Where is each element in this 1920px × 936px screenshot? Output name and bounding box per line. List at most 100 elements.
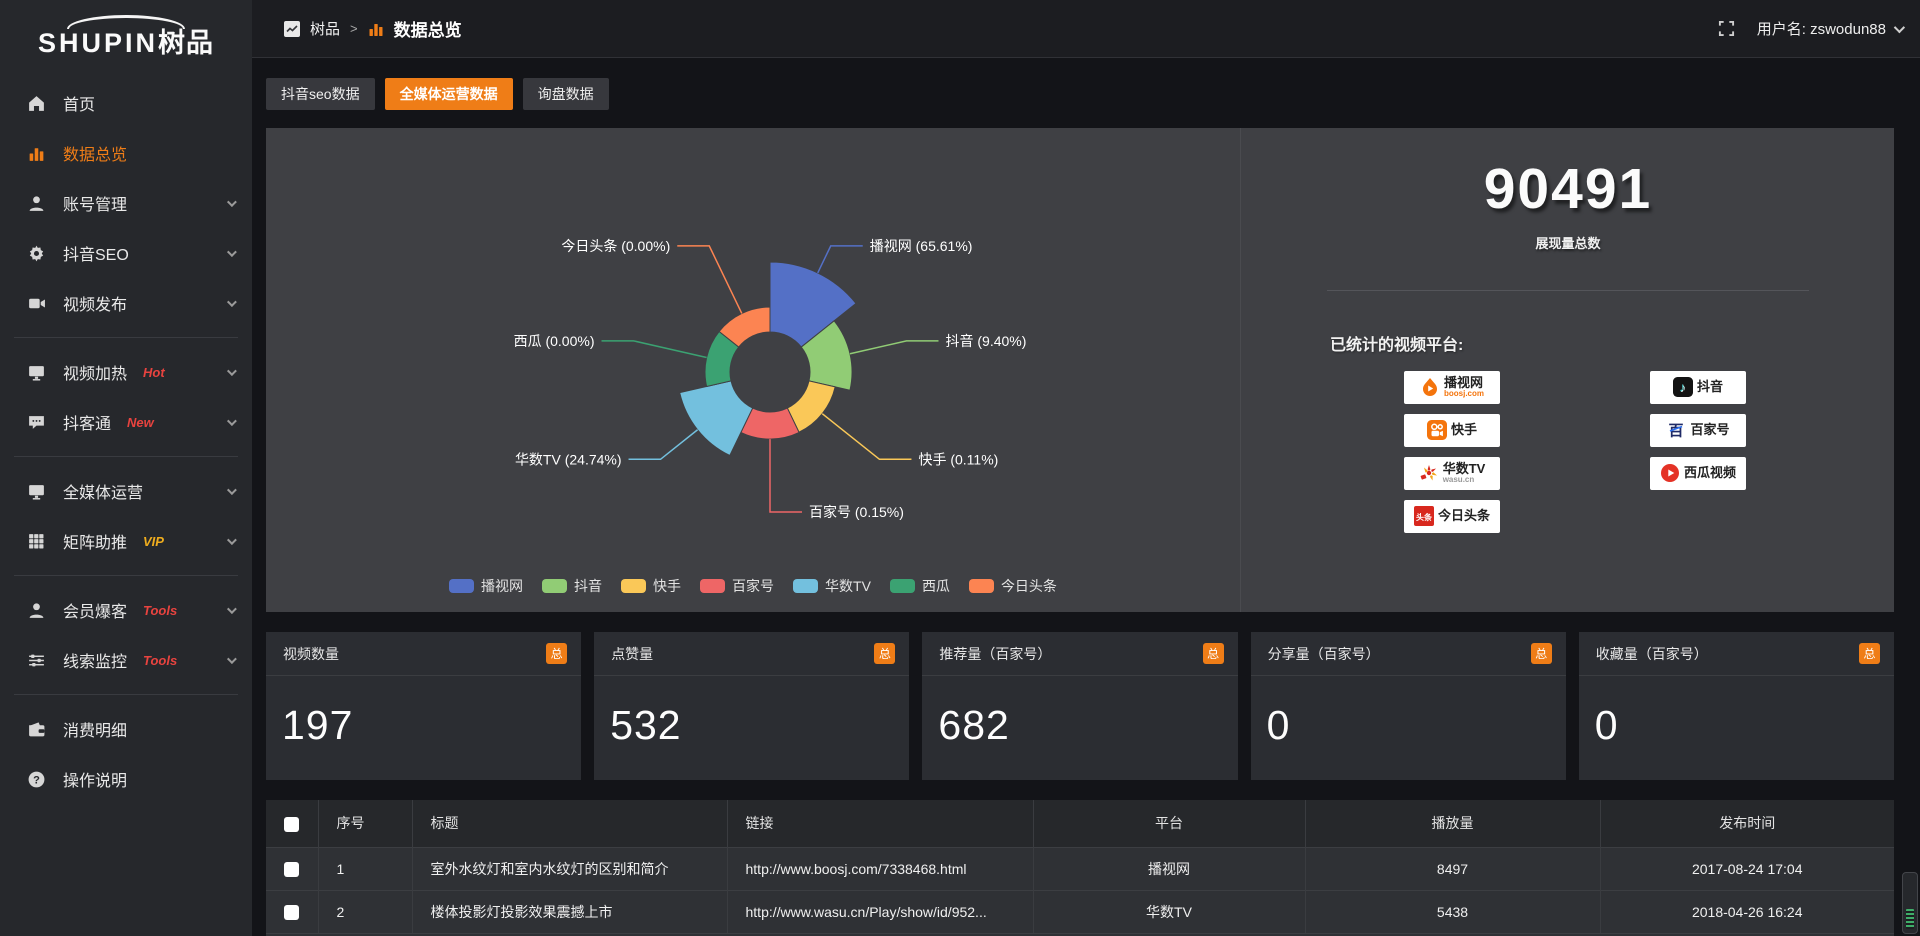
pie-slice-2[interactable] [800, 320, 853, 391]
chevron-down-icon [226, 413, 237, 431]
shupin-icon [284, 20, 300, 37]
sidebar-item-video-publish[interactable]: 视频发布 [0, 278, 252, 328]
table-row-2: 2 楼体投影灯投影效果震撼上市 http://www.wasu.cn/Play/sh… [266, 889, 1894, 933]
table-header: 序号 标题 链接 平台 播放量 发布时间 [266, 800, 1894, 847]
legend-swatch [700, 579, 726, 593]
logo-text-en: SHUPIN [37, 28, 158, 58]
help-icon: ? [27, 770, 46, 789]
cell-platform: 播视网 [1033, 846, 1306, 890]
row-checkbox[interactable] [284, 905, 300, 921]
cell-no: 2 [318, 889, 413, 933]
sidebar-item-consume-detail[interactable]: 消费明细 [0, 704, 252, 754]
row-checkbox[interactable] [284, 861, 300, 877]
select-all-checkbox[interactable] [284, 816, 300, 832]
legend-swatch [449, 579, 475, 593]
sidebar-item-matrix-boost[interactable]: 矩阵助推 VIP [0, 516, 252, 566]
sidebar-item-help[interactable]: ? 操作说明 [0, 754, 252, 804]
sidebar-item-label: 首页 [63, 97, 96, 114]
kuaishou-logo-icon [1426, 420, 1447, 441]
monitor-icon [27, 482, 46, 501]
pie-slice-1[interactable] [769, 261, 857, 348]
rose-pie-chart[interactable]: 播视网 (65.61%) 抖音 (9.40%) 快手 (0.11%) 百家号 (0.1… [266, 128, 1241, 612]
platform-name: 今日头条 [1437, 508, 1490, 524]
sidebar-item-badge: Tools [143, 652, 178, 668]
cell-plays: 8497 [1305, 846, 1601, 890]
tab-omni-media-data[interactable]: 全媒体运营数据 [384, 78, 513, 110]
column-header-1: 序号 [318, 800, 413, 847]
sidebar-item-omni-media[interactable]: 全媒体运营 [0, 466, 252, 516]
pie-label: 快手 (0.11%) [918, 451, 998, 467]
total-badge[interactable]: 总 [1202, 643, 1224, 664]
stat-card-like-count: 点赞量 总 532 [594, 632, 910, 780]
legend-swatch [793, 579, 819, 593]
legend-item-5[interactable]: 华数TV [793, 576, 871, 596]
cell-title[interactable]: 楼体投影灯投影效果震撼上市 [412, 889, 728, 933]
wallet-icon [27, 720, 46, 739]
platform-name: 快手 [1450, 422, 1477, 438]
svg-text:♪: ♪ [1680, 380, 1687, 395]
stat-card-title: 推荐量（百家号） [939, 645, 1052, 662]
sidebar-item-label: 视频加热 [63, 366, 128, 383]
legend-item-6[interactable]: 西瓜 [889, 576, 950, 596]
sidebar-item-douyin-seo[interactable]: 抖音SEO [0, 228, 252, 278]
platform-badge-xigua: 西瓜视频 [1650, 456, 1746, 490]
chart-legend: 播视网 抖音 快手 百家号 华数TV 西瓜 今日头条 [266, 576, 1240, 596]
chevron-down-icon [226, 601, 237, 619]
legend-item-1[interactable]: 播视网 [449, 576, 523, 596]
cell-link[interactable]: http://www.wasu.cn/Play/show/id/952... [727, 889, 1034, 933]
sidebar-item-badge: New [127, 414, 154, 430]
boosj-logo-icon [1420, 377, 1440, 397]
platform-badge-toutiao: 头条 今日头条 [1404, 499, 1500, 533]
legend-item-3[interactable]: 快手 [621, 576, 681, 596]
legend-item-4[interactable]: 百家号 [700, 576, 774, 596]
sidebar-item-member-baoke[interactable]: 会员爆客 Tools [0, 585, 252, 635]
breadcrumb-item-data-overview[interactable]: 数据总览 [393, 21, 462, 40]
platform-subtext: wasu.cn [1442, 475, 1475, 484]
logo-text: SHUPIN树品 [38, 30, 214, 57]
chat-icon [27, 413, 46, 432]
legend-item-2[interactable]: 抖音 [542, 576, 602, 596]
tab-inquiry-data[interactable]: 询盘数据 [522, 78, 609, 110]
sidebar-item-video-heat[interactable]: 视频加热 Hot [0, 347, 252, 397]
total-badge[interactable]: 总 [1859, 643, 1880, 664]
column-header-5: 播放量 [1305, 800, 1601, 847]
total-badge[interactable]: 总 [874, 643, 896, 664]
platform-badge-boosj: 播视网 boosj.com [1404, 370, 1500, 404]
platform-name: 播视网 [1443, 375, 1483, 391]
pie-slice-7[interactable] [718, 306, 771, 348]
legend-item-7[interactable]: 今日头条 [968, 576, 1057, 596]
fullscreen-icon[interactable] [1718, 20, 1735, 37]
baijiahao-logo-icon: 百 [1666, 420, 1686, 440]
sidebar-item-home[interactable]: 首页 [0, 78, 252, 128]
column-header-6: 发布时间 [1600, 800, 1894, 847]
pie-slice-5[interactable] [679, 380, 754, 457]
cell-title[interactable]: 室外水纹灯和室内水纹灯的区别和简介 [412, 846, 728, 890]
brand-logo: SHUPIN树品 [0, 0, 252, 64]
cell-time: 2018-04-26 16:24 [1600, 889, 1894, 933]
stat-cards-row: 视频数量总 197 点赞量总 532 推荐量（百家号）总 682 分享量（百家号）总 0 收藏量… [266, 632, 1894, 780]
logo-text-cn: 树品 [158, 28, 214, 58]
stat-card-value: 532 [610, 702, 682, 748]
username-text: 用户名: zswodun88 [1756, 21, 1886, 38]
sidebar-item-account-manage[interactable]: 账号管理 [0, 178, 252, 228]
legend-label: 快手 [653, 578, 682, 594]
scroll-widget[interactable] [1902, 872, 1918, 934]
platform-badge-column-2: ♪ ♪ 抖音百百家号 西瓜视频 [1650, 370, 1746, 533]
sidebar-item-data-overview[interactable]: 数据总览 [0, 128, 252, 178]
sidebar-item-doketong[interactable]: 抖客通 New [0, 397, 252, 447]
user-menu[interactable]: 用户名: zswodun88 [1756, 18, 1906, 39]
divider [1327, 289, 1809, 291]
pie-label: 华数TV (24.74%) [515, 451, 622, 467]
sidebar-menu: 首页数据总览 账号管理 抖音SEO 视频发布视频加热 Hot 抖客通 New 全媒体运营 矩阵助… [0, 78, 252, 804]
total-badge[interactable]: 总 [546, 643, 568, 664]
cell-link[interactable]: http://www.boosj.com/7338468.html [727, 846, 1034, 890]
legend-swatch [542, 579, 568, 593]
chart-bars-icon [27, 144, 46, 163]
total-badge[interactable]: 总 [1530, 643, 1552, 664]
sidebar-item-clue-monitor[interactable]: 线索监控 Tools [0, 635, 252, 685]
videos-table: 序号 标题 链接 平台 播放量 发布时间 1 室外水纹灯和室内水纹灯的区别和简介 http:/… [266, 800, 1894, 933]
xigua-logo-icon [1660, 463, 1680, 483]
tab-douyin-seo-data[interactable]: 抖音seo数据 [266, 78, 375, 110]
platform-badge-column-1: 播视网 boosj.com 快手 华数TV wasu.cn 头条 今日头条 [1404, 370, 1500, 533]
breadcrumb-item-shupin[interactable]: 树品 [310, 21, 341, 38]
